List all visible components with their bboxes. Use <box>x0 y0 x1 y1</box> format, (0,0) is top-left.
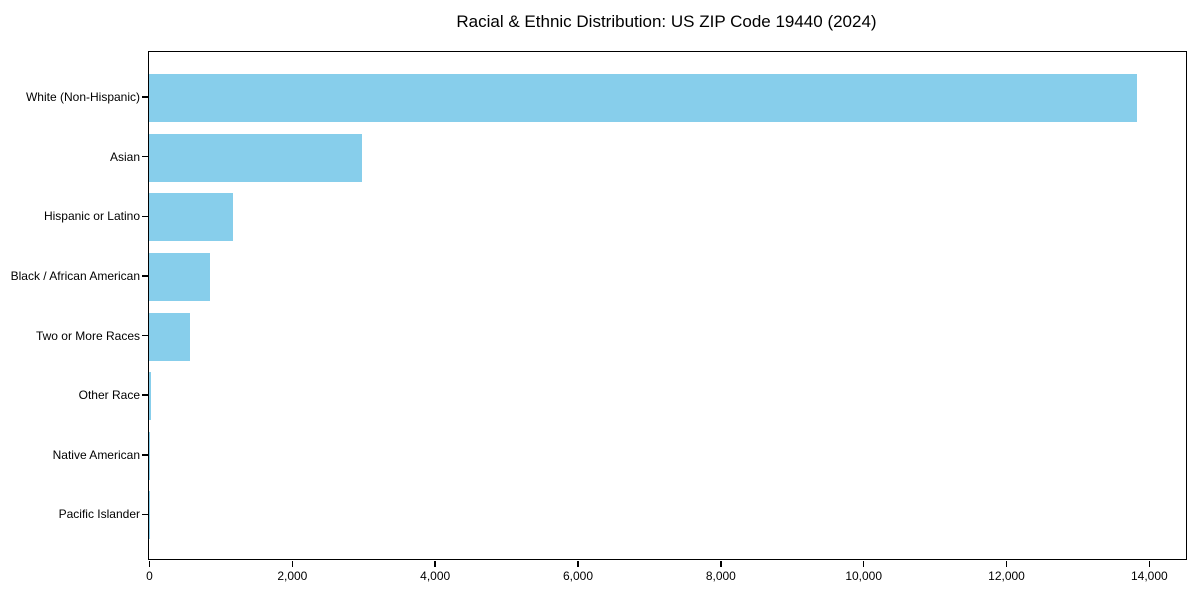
y-tick <box>142 96 148 98</box>
bar <box>149 312 190 361</box>
y-tick-label: Pacific Islander <box>58 507 140 522</box>
x-tick <box>1148 561 1151 567</box>
y-tick <box>142 334 148 337</box>
y-tick-label: Native American <box>52 447 140 462</box>
y-tick <box>142 275 148 277</box>
x-tick <box>720 561 722 567</box>
chart-title: Racial & Ethnic Distribution: US ZIP Cod… <box>456 12 877 31</box>
bar <box>149 74 1138 122</box>
y-tick <box>142 215 148 218</box>
x-tick-label: 8,000 <box>705 569 736 583</box>
y-tick <box>142 155 148 158</box>
x-tick <box>434 561 436 567</box>
y-tick-label: Other Race <box>78 388 140 403</box>
y-tick-label: Black / African American <box>10 268 140 283</box>
plot-area <box>148 51 1187 560</box>
x-tick <box>148 561 151 567</box>
x-tick <box>1005 561 1008 567</box>
x-tick-label: 2,000 <box>277 569 308 583</box>
y-tick-label: Hispanic or Latino <box>43 209 140 224</box>
x-tick-label: 10,000 <box>845 569 883 583</box>
y-tick <box>142 454 148 456</box>
x-tick-label: 0 <box>146 569 153 583</box>
x-tick-label: 6,000 <box>562 569 594 583</box>
y-tick <box>142 513 148 516</box>
x-tick <box>862 561 865 567</box>
bar <box>149 372 151 421</box>
x-tick <box>291 561 294 567</box>
bar <box>149 431 150 480</box>
x-tick-label: 4,000 <box>420 569 451 583</box>
x-tick-label: 14,000 <box>1131 569 1168 583</box>
y-tick <box>142 394 148 396</box>
bar <box>149 133 362 182</box>
bar <box>149 252 211 301</box>
y-tick-label: Two or More Races <box>35 328 140 343</box>
x-tick-label: 12,000 <box>988 569 1025 583</box>
bar <box>149 193 233 242</box>
y-tick-label: Asian <box>109 149 140 164</box>
y-tick-label: White (Non-Hispanic) <box>25 90 140 104</box>
x-tick <box>577 561 579 567</box>
